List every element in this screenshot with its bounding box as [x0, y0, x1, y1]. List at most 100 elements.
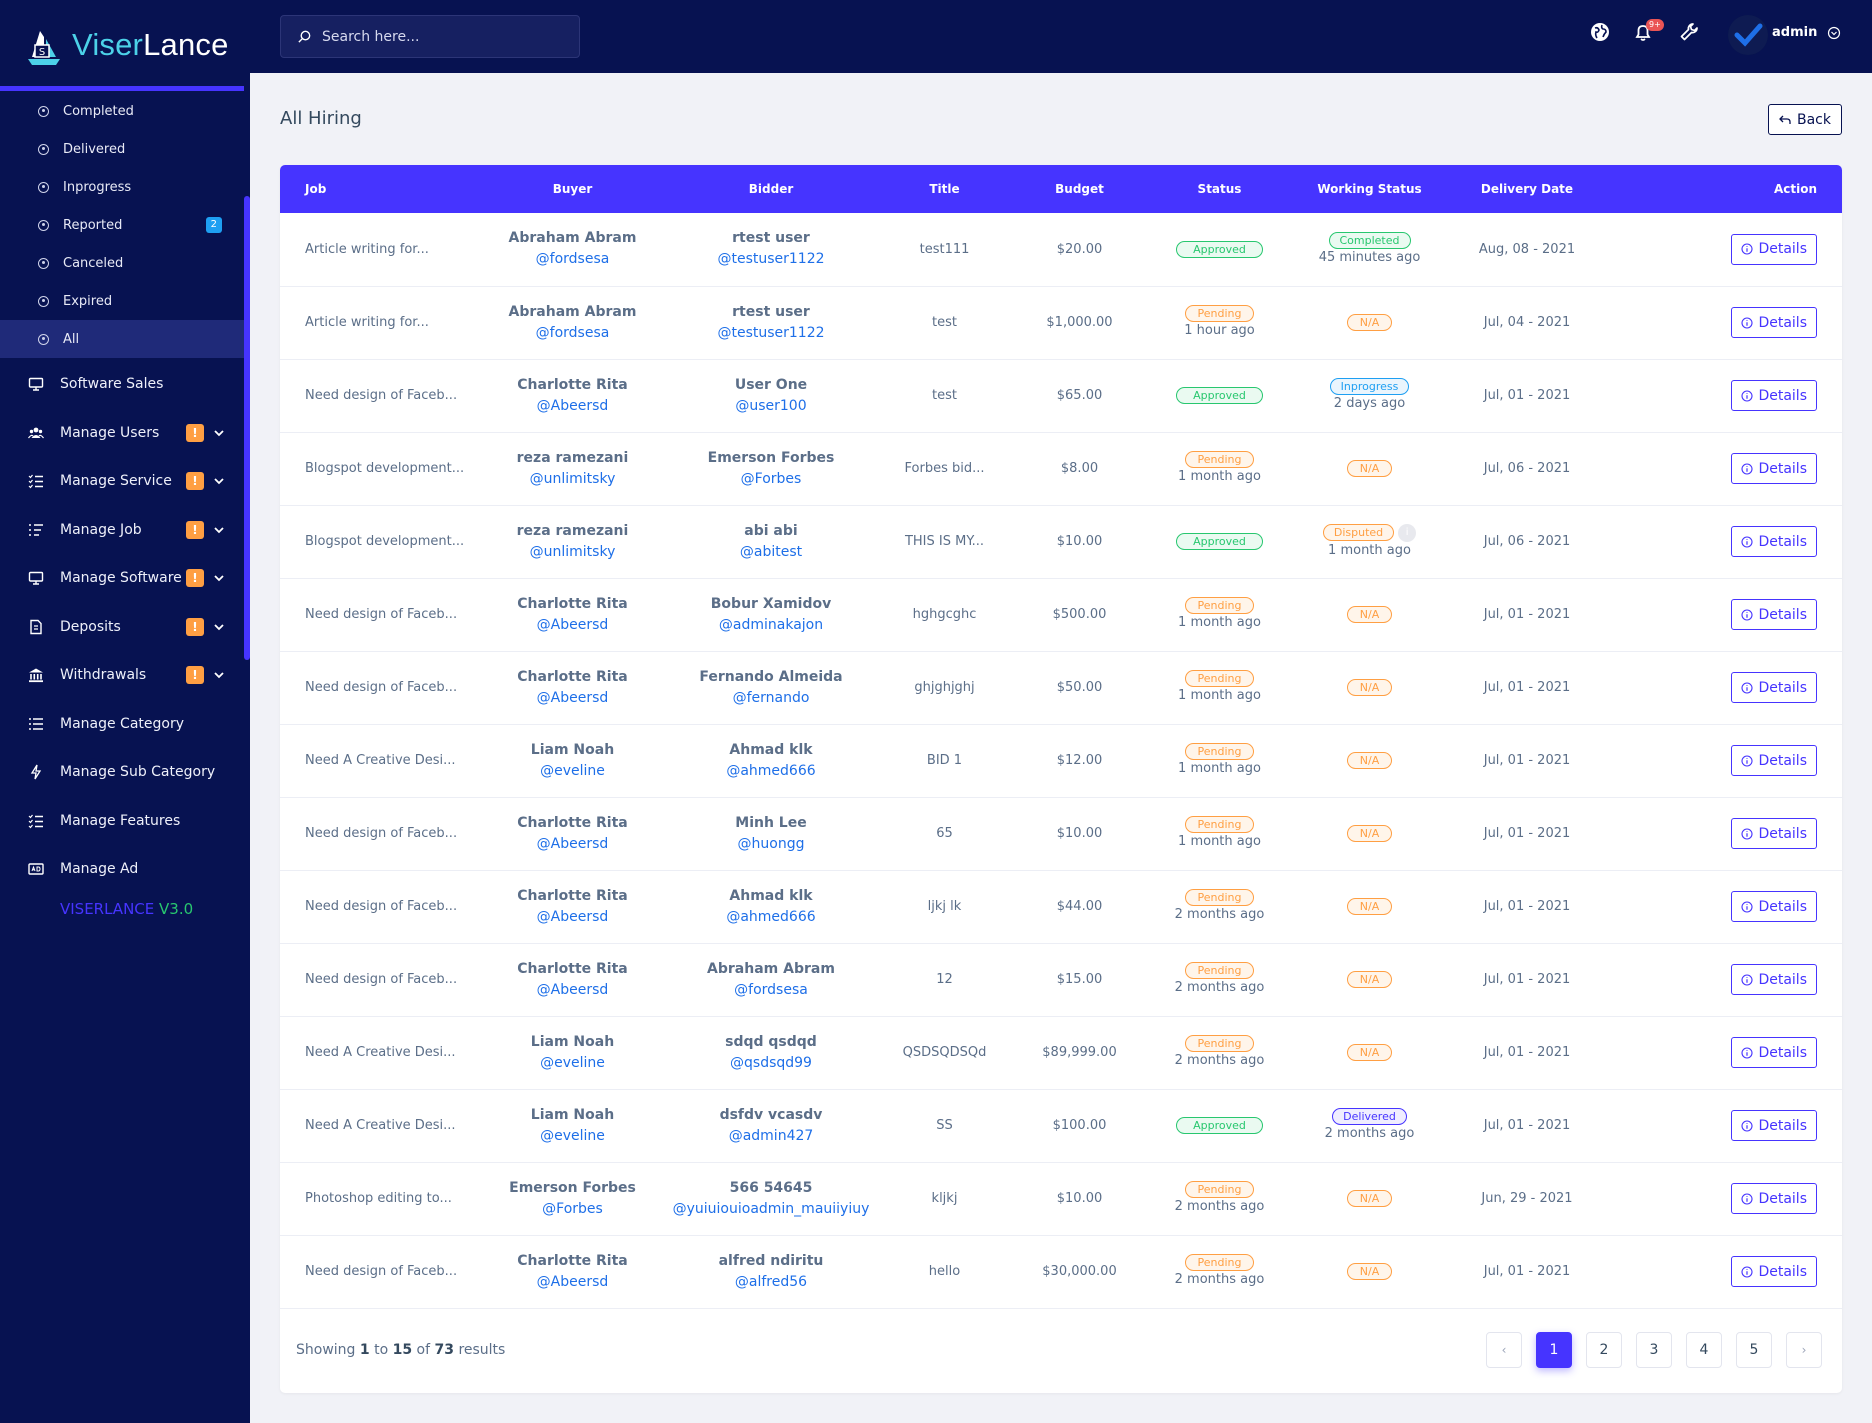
- submenu-item-delivered[interactable]: Delivered: [0, 130, 244, 168]
- budget-cell: $8.00: [1060, 461, 1099, 476]
- buyer-username-link[interactable]: @eveline: [540, 762, 605, 779]
- details-button[interactable]: Details: [1731, 380, 1817, 411]
- bidder-username-link[interactable]: @ahmed666: [726, 762, 816, 779]
- bidder-username-link[interactable]: @admin427: [728, 1127, 814, 1144]
- avatar[interactable]: [1728, 15, 1768, 55]
- details-button[interactable]: Details: [1731, 307, 1817, 338]
- details-button[interactable]: Details: [1731, 1256, 1817, 1287]
- bidder-username-link[interactable]: @testuser1122: [717, 251, 825, 268]
- page-button-5[interactable]: 5: [1736, 1332, 1772, 1368]
- column-header[interactable]: Budget: [1055, 182, 1104, 196]
- buyer-username-link[interactable]: @eveline: [540, 1054, 605, 1071]
- sidebar-item-manage-software[interactable]: Manage Software !: [0, 554, 244, 603]
- prev-page-button[interactable]: ‹: [1486, 1332, 1522, 1368]
- submenu-item-reported[interactable]: Reported 2: [0, 206, 244, 244]
- buyer-username-link[interactable]: @Abeersd: [536, 981, 609, 998]
- column-header[interactable]: Action: [1773, 182, 1817, 196]
- sidebar-item-manage-users[interactable]: Manage Users !: [0, 409, 244, 458]
- buyer-username-link[interactable]: @Abeersd: [536, 616, 609, 633]
- details-button[interactable]: Details: [1731, 891, 1817, 922]
- bell-icon[interactable]: [1632, 21, 1654, 43]
- sidebar-item-manage-sub-category[interactable]: Manage Sub Category: [0, 748, 244, 797]
- bidder-username-link[interactable]: @abitest: [739, 543, 803, 560]
- buyer-username-link[interactable]: @Forbes: [542, 1200, 603, 1217]
- page-button-4[interactable]: 4: [1686, 1332, 1722, 1368]
- buyer-cell: Liam Noah @eveline: [485, 1016, 660, 1089]
- submenu-item-expired[interactable]: Expired: [0, 282, 244, 320]
- column-header[interactable]: Status: [1197, 182, 1242, 196]
- job-cell: Need design of Faceb...: [305, 972, 458, 987]
- search-box[interactable]: [280, 15, 580, 58]
- bidder-username-link[interactable]: @testuser1122: [717, 324, 825, 341]
- details-button[interactable]: Details: [1731, 1110, 1817, 1141]
- brand-logo[interactable]: S ViserLance: [0, 0, 250, 90]
- column-header[interactable]: Job: [305, 182, 327, 196]
- buyer-username-link[interactable]: @unlimitsky: [529, 543, 616, 560]
- bidder-username-link[interactable]: @qsdsqd99: [730, 1054, 812, 1071]
- details-button[interactable]: Details: [1731, 526, 1817, 557]
- bidder-username-link[interactable]: @huongg: [737, 835, 805, 852]
- buyer-username-link[interactable]: @Abeersd: [536, 1273, 609, 1290]
- details-button[interactable]: Details: [1731, 745, 1817, 776]
- bidder-username-link[interactable]: @Forbes: [740, 470, 802, 487]
- buyer-username-link[interactable]: @Abeersd: [536, 689, 609, 706]
- search-input[interactable]: [322, 28, 562, 45]
- job-cell: Need design of Faceb...: [305, 388, 458, 403]
- details-button[interactable]: Details: [1731, 818, 1817, 849]
- chevron-down-circle-icon[interactable]: [1827, 26, 1841, 40]
- bidder-username-link[interactable]: @fernando: [732, 689, 810, 706]
- sidebar-item-software-sales[interactable]: Software Sales: [0, 360, 244, 409]
- submenu-item-all[interactable]: All: [0, 320, 244, 358]
- circle-dot-icon: [38, 181, 49, 193]
- column-header[interactable]: Title: [929, 182, 960, 196]
- buyer-username-link[interactable]: @eveline: [540, 1127, 605, 1144]
- dispute-info-icon[interactable]: i: [1398, 523, 1417, 542]
- table-row: Blogspot development... reza ramezani @unl…: [280, 432, 1842, 505]
- details-button[interactable]: Details: [1731, 453, 1817, 484]
- bidder-username-link[interactable]: @alfred56: [734, 1273, 808, 1290]
- details-button[interactable]: Details: [1731, 964, 1817, 995]
- column-header[interactable]: Buyer: [552, 182, 593, 196]
- sidebar-item-deposits[interactable]: Deposits !: [0, 603, 244, 652]
- sidebar-item-manage-service[interactable]: Manage Service !: [0, 457, 244, 506]
- buyer-username-link[interactable]: @Abeersd: [536, 397, 609, 414]
- details-button[interactable]: Details: [1731, 1037, 1817, 1068]
- submenu-item-completed[interactable]: Completed: [0, 92, 244, 130]
- next-page-button[interactable]: ›: [1786, 1332, 1822, 1368]
- buyer-username-link[interactable]: @Abeersd: [536, 835, 609, 852]
- buyer-username-link[interactable]: @fordsesa: [535, 324, 610, 341]
- buyer-username-link[interactable]: @unlimitsky: [529, 470, 616, 487]
- submenu-item-canceled[interactable]: Canceled: [0, 244, 244, 282]
- back-button[interactable]: Back: [1768, 104, 1842, 135]
- details-button[interactable]: Details: [1731, 672, 1817, 703]
- sidebar-scrollbar[interactable]: [244, 196, 250, 660]
- delivery-date-cell: Jul, 01 - 2021: [1483, 972, 1571, 987]
- buyer-username-link[interactable]: @Abeersd: [536, 908, 609, 925]
- column-header[interactable]: Working Status: [1317, 182, 1422, 196]
- sidebar-item-manage-category[interactable]: Manage Category: [0, 700, 244, 749]
- sidebar-item-manage-ad[interactable]: Manage Ad: [0, 845, 244, 894]
- wrench-icon[interactable]: [1678, 21, 1700, 43]
- sidebar-item-withdrawals[interactable]: Withdrawals !: [0, 651, 244, 700]
- job-cell: Photoshop editing to...: [305, 1191, 452, 1206]
- admin-name[interactable]: admin: [1772, 25, 1818, 40]
- sidebar-item-manage-job[interactable]: Manage Job !: [0, 506, 244, 555]
- bidder-username-link[interactable]: @yuiuiouioadmin_mauiiyiuy: [672, 1200, 870, 1217]
- submenu-item-inprogress[interactable]: Inprogress: [0, 168, 244, 206]
- details-button[interactable]: Details: [1731, 1183, 1817, 1214]
- page-button-2[interactable]: 2: [1586, 1332, 1622, 1368]
- bidder-username-link[interactable]: @user100: [735, 397, 807, 414]
- bidder-username-link[interactable]: @fordsesa: [734, 981, 808, 998]
- page-button-3[interactable]: 3: [1636, 1332, 1672, 1368]
- buyer-username-link[interactable]: @fordsesa: [535, 251, 610, 268]
- details-button[interactable]: Details: [1731, 233, 1817, 265]
- column-header[interactable]: Delivery Date: [1480, 182, 1574, 196]
- bidder-username-link[interactable]: @ahmed666: [726, 908, 816, 925]
- bidder-username-link[interactable]: @adminakajon: [718, 616, 824, 633]
- details-button[interactable]: Details: [1731, 599, 1817, 630]
- back-arrow-icon: [1779, 115, 1791, 124]
- column-header[interactable]: Bidder: [748, 182, 794, 196]
- globe-icon[interactable]: [1589, 21, 1611, 43]
- sidebar-item-manage-features[interactable]: Manage Features: [0, 797, 244, 846]
- page-button-1[interactable]: 1: [1536, 1332, 1572, 1368]
